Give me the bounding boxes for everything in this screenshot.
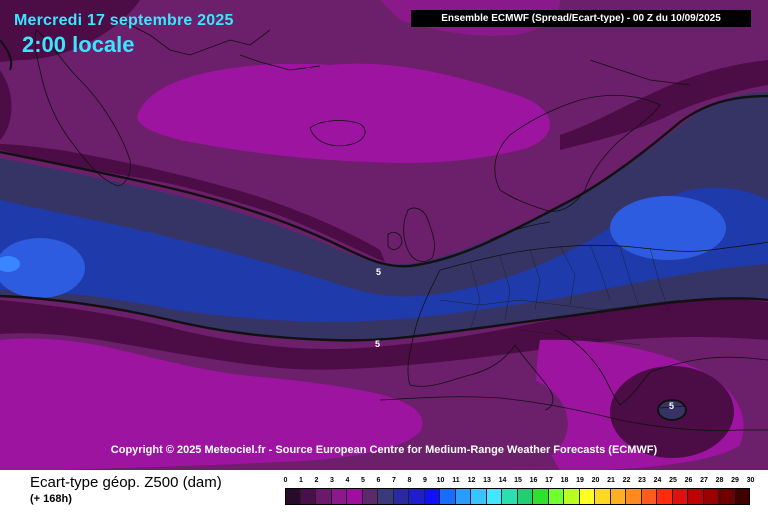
contour-label: 5 (376, 267, 381, 277)
scale-swatch (471, 488, 487, 505)
contour-label: 5 (375, 339, 380, 349)
scale-frame (285, 488, 750, 505)
scale-swatch (672, 488, 688, 505)
scale-swatch (517, 488, 533, 505)
scale-tick-label: 24 (653, 477, 662, 484)
scale-swatch (393, 488, 409, 505)
scale-tick-label: 6 (376, 477, 381, 484)
scale-swatch (564, 488, 580, 505)
scale-swatch (455, 488, 471, 505)
scale-tick-label: 17 (545, 477, 553, 484)
scale-swatch (579, 488, 595, 505)
scale-tick-label: 9 (423, 477, 427, 484)
scale-swatch (300, 488, 316, 505)
scale-tick-label: 16 (529, 477, 538, 484)
scale-swatch (362, 488, 378, 505)
forecast-map: 5 5 5 (0, 0, 768, 470)
scale-swatch (719, 488, 735, 505)
scale-tick-label: 3 (330, 477, 334, 484)
scale-swatch (641, 488, 657, 505)
scale-swatch (657, 488, 673, 505)
scale-tick-label: 1 (299, 477, 303, 484)
scale-tick-label: 25 (669, 477, 677, 484)
contour-label: 5 (669, 401, 674, 411)
scale-swatch (316, 488, 332, 505)
scale-swatch (409, 488, 425, 505)
scale-swatch (347, 488, 363, 505)
scale-swatch (502, 488, 518, 505)
scale-tick-label: 22 (622, 477, 631, 484)
scale-swatch (595, 488, 611, 505)
forecast-date: Mercredi 17 septembre 2025 (14, 12, 234, 29)
scale-swatch (688, 488, 704, 505)
scale-tick-label: 29 (731, 477, 739, 484)
forecast-time: 2:00 locale (22, 32, 135, 57)
scale-tick-label: 12 (467, 477, 476, 484)
scale-tick-label: 14 (498, 477, 507, 484)
scale-tick-label: 13 (483, 477, 491, 484)
lead-time: (+ 168h) (30, 493, 72, 505)
scale-swatch (486, 488, 502, 505)
scale-swatch (610, 488, 626, 505)
scale-swatch (533, 488, 549, 505)
scale-tick-label: 4 (345, 477, 350, 484)
scale-swatch (424, 488, 440, 505)
scale-tick-label: 19 (576, 477, 584, 484)
scale-swatch (703, 488, 719, 505)
scale-tick-label: 18 (560, 477, 569, 484)
scale-swatch (285, 488, 301, 505)
scale-swatch (548, 488, 564, 505)
scale-tick-label: 26 (684, 477, 693, 484)
scale-tick-label: 21 (607, 477, 615, 484)
scale-tick-label: 10 (436, 477, 445, 484)
scale-tick-label: 20 (591, 477, 600, 484)
scale-swatch (378, 488, 394, 505)
scale-tick-label: 30 (746, 477, 755, 484)
model-run-banner: Ensemble ECMWF (Spread/Ecart-type) - 00 … (411, 10, 751, 27)
scale-tick-label: 15 (514, 477, 522, 484)
scale-tick-label: 5 (361, 477, 365, 484)
copyright-notice: Copyright © 2025 Meteociel.fr - Source E… (110, 444, 658, 456)
field-title: Ecart-type géop. Z500 (dam) (30, 474, 222, 491)
scale-swatch (331, 488, 347, 505)
scale-tick-label: 0 (283, 477, 288, 484)
scale-tick-label: 7 (392, 477, 396, 484)
scale-tick-label: 23 (638, 477, 646, 484)
scale-tick-label: 27 (700, 477, 708, 484)
scale-tick-label: 2 (314, 477, 319, 484)
scale-tick-label: 28 (715, 477, 724, 484)
scale-tick-label: 8 (407, 477, 412, 484)
scale-swatch (440, 488, 456, 505)
scale-tick-label: 11 (452, 477, 460, 484)
scale-swatch (626, 488, 642, 505)
